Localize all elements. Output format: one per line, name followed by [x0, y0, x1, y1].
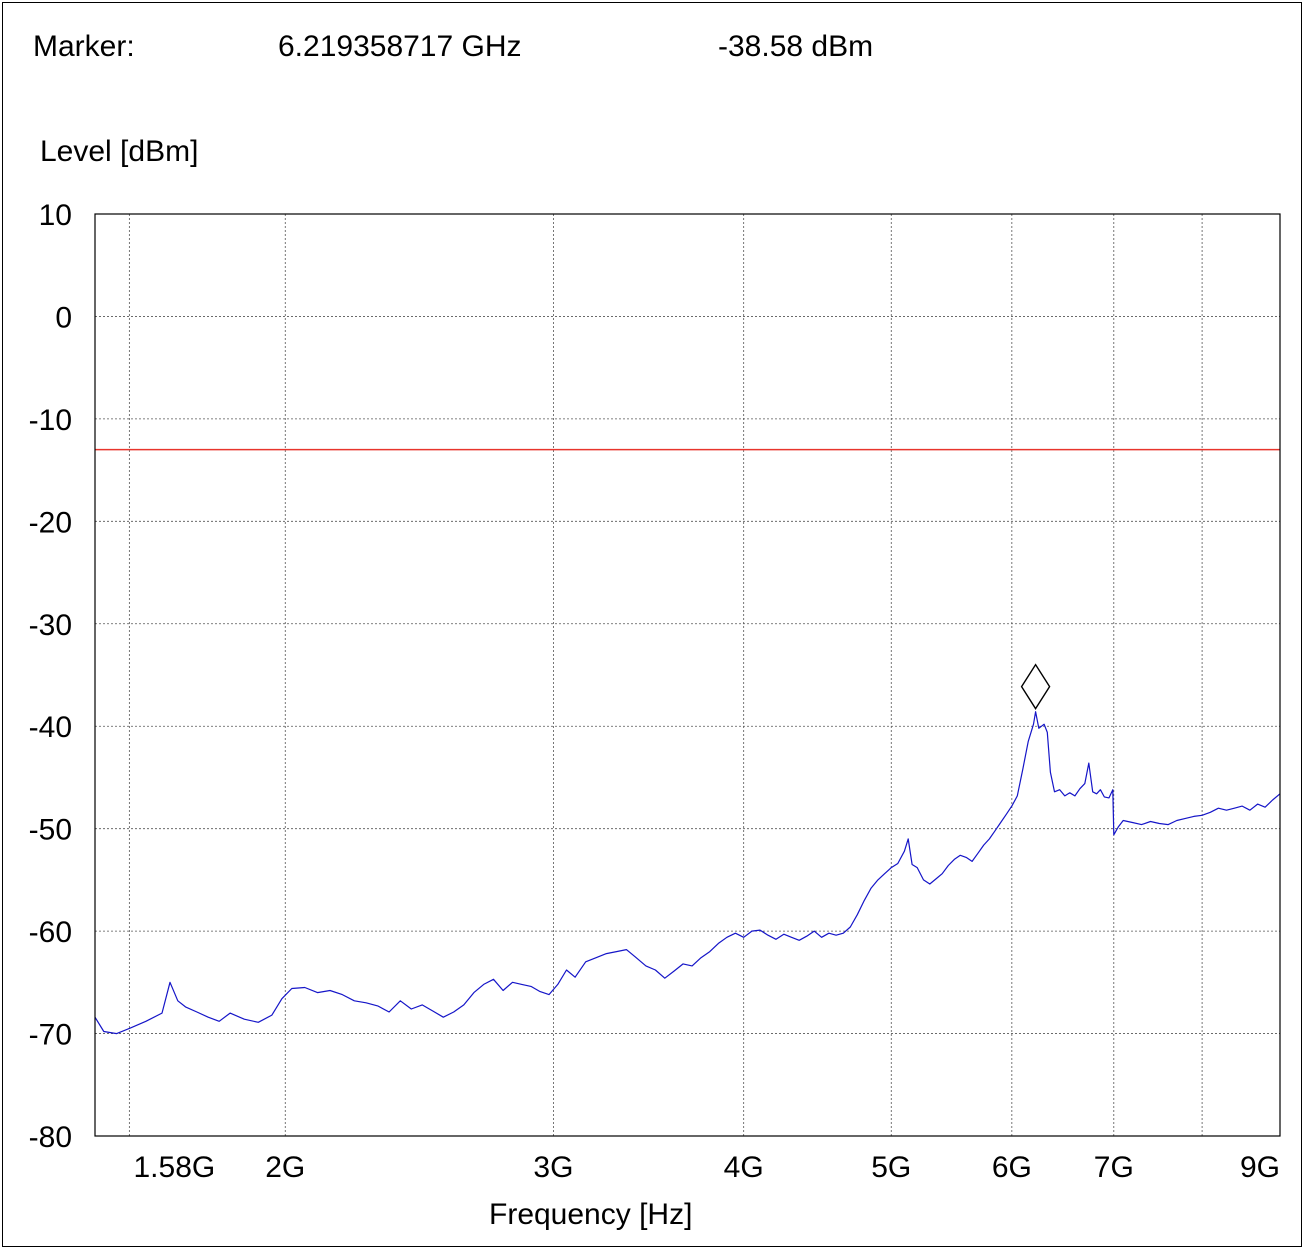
x-tick-label-2: 3G: [533, 1151, 573, 1184]
y-tick-label-2: -10: [29, 404, 72, 437]
y-tick-label-3: -20: [29, 506, 72, 539]
marker-level: -38.58 dBm: [718, 30, 874, 63]
x-tick-label-5: 6G: [992, 1151, 1032, 1184]
y-tick-label-6: -50: [29, 814, 72, 847]
x-tick-label-4: 5G: [871, 1151, 911, 1184]
y-tick-label-9: -80: [29, 1121, 72, 1154]
y-tick-label-4: -30: [29, 609, 72, 642]
plot-area-border: [94, 213, 1281, 1137]
marker-diamond-icon: [1020, 663, 1051, 710]
x-axis-label: Frequency [Hz]: [489, 1198, 693, 1231]
trace-series-0: [94, 711, 1281, 1035]
x-tick-label-6: 7G: [1094, 1151, 1134, 1184]
x-tick-label-0: 1.58G: [133, 1151, 215, 1184]
marker-frequency: 6.219358717 GHz: [278, 30, 522, 63]
y-tick-label-5: -40: [29, 711, 72, 744]
x-tick-label-3: 4G: [724, 1151, 764, 1184]
y-tick-label-8: -70: [29, 1019, 72, 1052]
y-tick-label-1: 0: [55, 301, 72, 334]
marker-label: Marker:: [33, 30, 135, 63]
x-tick-label-8: 9G: [1240, 1151, 1280, 1184]
y-tick-label-0: 10: [39, 199, 72, 232]
y-tick-label-7: -60: [29, 916, 72, 949]
x-tick-label-1: 2G: [265, 1151, 305, 1184]
y-axis-label: Level [dBm]: [40, 135, 199, 168]
